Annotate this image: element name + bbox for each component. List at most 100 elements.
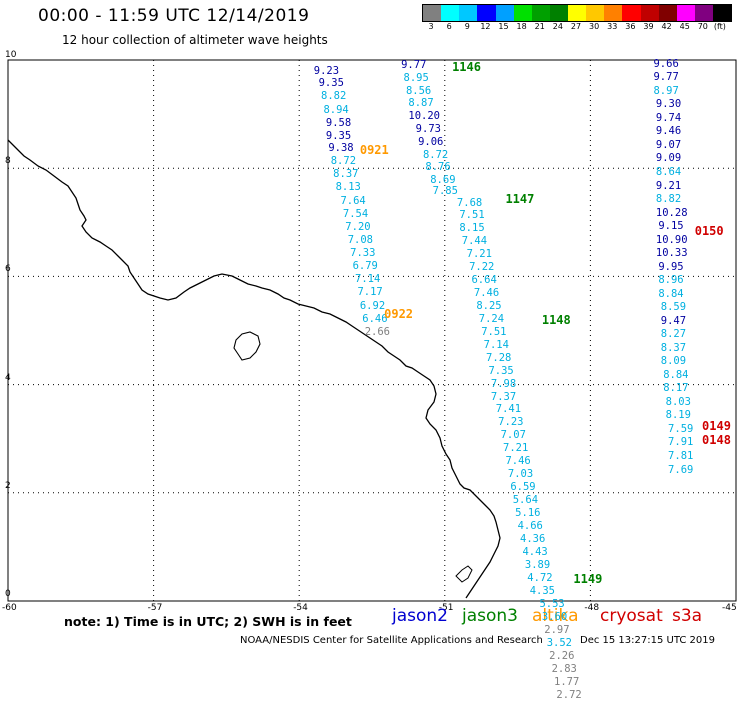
- colorbar-swatch: [441, 5, 460, 21]
- wave-height-value: 7.22: [469, 260, 495, 273]
- wave-height-value: 9.46: [655, 125, 682, 138]
- wave-height-value: 7.59: [668, 422, 694, 435]
- y-tick-label: 2: [5, 480, 11, 491]
- wave-height-value: 2.26: [549, 650, 575, 663]
- wave-height-value: 5.16: [515, 507, 541, 520]
- wave-height-value: 7.85: [432, 184, 458, 197]
- map-plot: [7, 59, 737, 602]
- wave-height-value: 8.94: [323, 103, 349, 116]
- colorbar-label: 6: [446, 22, 452, 31]
- colorbar-swatch: [676, 5, 695, 21]
- colorbar-swatch: [604, 5, 623, 21]
- wave-height-value: 8.82: [321, 90, 347, 103]
- wave-height-value: 4.36: [520, 533, 546, 546]
- wave-height-value: 2.72: [556, 689, 582, 701]
- wave-height-value: 8.19: [665, 409, 691, 422]
- x-tick-label: -48: [584, 603, 600, 613]
- wave-height-value: 7.46: [473, 286, 500, 299]
- legend-cryosat: cryosat: [600, 606, 663, 626]
- wave-height-value: 7.46: [505, 455, 531, 468]
- pass-time-label: 0149: [702, 419, 731, 434]
- wave-height-value: 7.03: [507, 468, 534, 481]
- wave-height-value: 8.13: [335, 181, 361, 194]
- wave-height-value: 8.97: [653, 84, 679, 97]
- colorbar-swatch: [586, 5, 605, 21]
- wave-height-value: 9.66: [653, 58, 679, 71]
- wave-height-value: 9.35: [325, 129, 352, 142]
- wave-height-value: 7.51: [459, 209, 485, 222]
- colorbar-label: 30: [589, 22, 600, 31]
- wave-height-value: 8.87: [408, 97, 434, 110]
- wave-height-value: 9.23: [313, 64, 340, 77]
- wave-height-value: 9.06: [418, 135, 444, 148]
- lat-lon-grid: [7, 59, 737, 602]
- wave-height-value: 9.38: [328, 142, 354, 155]
- wave-height-value: 8.84: [658, 287, 684, 300]
- y-tick-label: 8: [5, 156, 11, 167]
- y-tick-label: 4: [5, 372, 11, 383]
- wave-height-value: 6.64: [471, 273, 497, 286]
- y-tick-label: 10: [5, 50, 17, 60]
- wave-height-value: 8.72: [330, 155, 357, 168]
- wave-height-value: 8.37: [333, 168, 359, 181]
- wave-height-value: 8.72: [422, 148, 449, 161]
- wave-height-value: 8.82: [655, 193, 682, 206]
- wave-height-value: 7.44: [461, 234, 488, 247]
- wave-height-value: 10.33: [655, 247, 688, 260]
- wave-height-value: 8.95: [403, 71, 429, 84]
- wave-height-value: 5.64: [512, 494, 539, 507]
- wave-height-value: 9.21: [655, 179, 682, 192]
- colorbar-label: 42: [661, 22, 672, 31]
- legend-jason2: jason2: [392, 606, 448, 626]
- colorbar-label: 15: [498, 22, 509, 31]
- wave-height-value: 8.64: [655, 165, 682, 178]
- wave-height-value: 8.09: [660, 355, 687, 368]
- wave-height-value: 7.28: [486, 351, 512, 364]
- wave-height-value: 8.84: [663, 368, 689, 381]
- wave-height-value: 1.77: [554, 676, 580, 689]
- y-tick-label: 6: [5, 264, 11, 275]
- wave-height-value: 7.23: [498, 416, 524, 429]
- wave-height-value: 8.25: [476, 299, 502, 312]
- wave-height-value: 6.46: [362, 312, 388, 325]
- colorbar-swatch: [423, 5, 442, 21]
- wave-height-colorbar: [422, 4, 732, 22]
- wave-height-value: 7.33: [350, 247, 376, 260]
- wave-height-value: 9.35: [318, 76, 344, 89]
- wave-height-value: 7.07: [500, 429, 526, 442]
- wave-height-value: 7.17: [357, 286, 383, 299]
- wave-height-value: 7.69: [668, 463, 694, 476]
- island-outline: [233, 331, 261, 361]
- colorbar-swatch: [658, 5, 677, 21]
- wave-height-value: 7.24: [478, 312, 505, 325]
- wave-height-value: 7.35: [488, 364, 514, 377]
- colorbar-swatch: [459, 5, 478, 21]
- wave-height-value: 7.08: [347, 233, 374, 246]
- wave-height-value: 5.53: [539, 598, 565, 611]
- altimeter-map-page: 00:00 - 11:59 UTC 12/14/2019 12 hour col…: [2, 4, 737, 700]
- colorbar-label: 33: [607, 22, 618, 31]
- wave-height-value: 9.73: [415, 123, 441, 136]
- coastline: [7, 139, 501, 599]
- colorbar-swatch: [568, 5, 587, 21]
- wave-height-value: 8.59: [660, 301, 687, 314]
- wave-height-value: 8.17: [663, 382, 689, 395]
- footnote: note: 1) Time is in UTC; 2) SWH is in fe…: [64, 614, 352, 629]
- wave-height-value: 9.07: [655, 138, 682, 151]
- pass-time-label: 1148: [541, 312, 571, 327]
- colorbar-swatch: [640, 5, 659, 21]
- wave-height-value: 9.15: [658, 220, 684, 233]
- colorbar-label: 12: [480, 22, 491, 31]
- wave-height-value: 7.37: [490, 390, 517, 403]
- wave-height-value: 7.14: [483, 338, 509, 351]
- wave-height-value: 10.90: [655, 233, 688, 246]
- wave-height-value: 8.03: [665, 395, 691, 408]
- colorbar-swatch: [713, 5, 732, 21]
- wave-height-value: 7.64: [340, 194, 366, 207]
- wave-height-value: 4.66: [517, 520, 543, 533]
- pass-time-label: 0922: [384, 306, 414, 321]
- pass-time-label: 1149: [573, 572, 603, 587]
- footer-timestamp: Dec 15 13:27:15 UTC 2019: [580, 635, 715, 646]
- pass-time-label: 1146: [452, 60, 481, 75]
- wave-height-value: 7.14: [355, 273, 381, 286]
